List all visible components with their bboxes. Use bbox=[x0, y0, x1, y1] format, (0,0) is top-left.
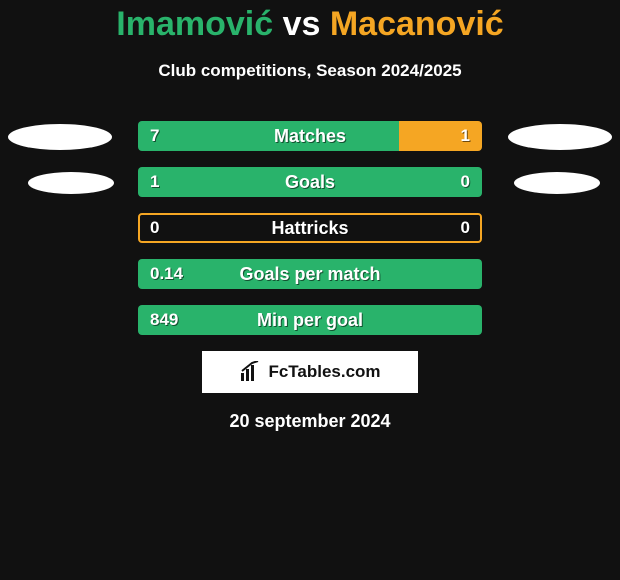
stat-row: Goals per match0.14 bbox=[0, 259, 620, 289]
player2-name: Macanović bbox=[330, 5, 504, 43]
player1-badge bbox=[8, 124, 112, 150]
logo-text: FcTables.com bbox=[268, 362, 380, 382]
vs-text: vs bbox=[283, 5, 321, 43]
fctables-logo: FcTables.com bbox=[202, 351, 418, 393]
stat-bar bbox=[138, 167, 482, 197]
stat-row: Hattricks00 bbox=[0, 213, 620, 243]
stat-bar-outline bbox=[138, 213, 482, 243]
stat-row: Min per goal849 bbox=[0, 305, 620, 335]
stat-bar-right bbox=[399, 121, 482, 151]
page-title: Imamović vs Macanović bbox=[0, 0, 620, 43]
subtitle: Club competitions, Season 2024/2025 bbox=[0, 61, 620, 81]
player1-name: Imamović bbox=[116, 5, 273, 43]
stat-row: Goals10 bbox=[0, 167, 620, 197]
stat-bar bbox=[138, 305, 482, 335]
chart-icon bbox=[239, 361, 261, 383]
stats-container: Matches71 Goals10 Hattricks00 Goals per mat… bbox=[0, 121, 620, 335]
player2-badge bbox=[514, 172, 600, 194]
stat-bar-left bbox=[138, 121, 399, 151]
player2-badge bbox=[508, 124, 612, 150]
stat-bar-left bbox=[138, 167, 482, 197]
stat-row: Matches71 bbox=[0, 121, 620, 151]
stat-bar-left bbox=[138, 259, 482, 289]
date-text: 20 september 2024 bbox=[0, 411, 620, 432]
stat-bar bbox=[138, 121, 482, 151]
stat-bar bbox=[138, 259, 482, 289]
stat-bar-left bbox=[138, 305, 482, 335]
player1-badge bbox=[28, 172, 114, 194]
